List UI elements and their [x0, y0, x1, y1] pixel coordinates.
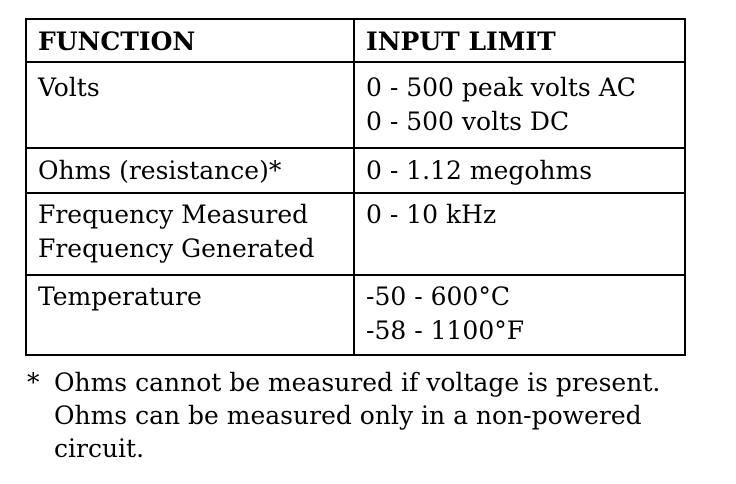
table-row: Frequency Measured Frequency Generated 0…	[25, 192, 686, 276]
limit-cell: 0 - 500 peak volts AC 0 - 500 volts DC	[353, 61, 686, 149]
function-text: Temperature	[38, 282, 202, 311]
header-function: FUNCTION	[25, 18, 355, 63]
function-cell: Volts	[25, 61, 355, 149]
limit-cell: -50 - 600°C -58 - 1100°F	[353, 274, 686, 356]
limit-cell: 0 - 10 kHz	[353, 192, 686, 276]
table-row: Temperature -50 - 600°C -58 - 1100°F	[25, 274, 686, 356]
limit-text: 0 - 500 volts DC	[366, 107, 570, 136]
function-text: Frequency Generated	[38, 234, 315, 263]
limit-text: 0 - 500 peak volts AC	[366, 73, 636, 102]
limit-cell: 0 - 1.12 megohms	[353, 147, 686, 194]
function-cell: Ohms (resistance)*	[25, 147, 355, 194]
limit-text: 0 - 10 kHz	[366, 200, 497, 229]
limit-text: -58 - 1100°F	[366, 316, 525, 345]
function-text: Frequency Measured	[38, 200, 309, 229]
header-input-limit: INPUT LIMIT	[353, 18, 686, 63]
function-text: Volts	[38, 73, 100, 102]
table-row: Volts 0 - 500 peak volts AC 0 - 500 volt…	[25, 61, 686, 149]
footnote-line: * Ohms cannot be measured if voltage is p…	[27, 366, 687, 399]
limit-text: 0 - 1.12 megohms	[366, 156, 593, 185]
function-cell: Frequency Measured Frequency Generated	[25, 192, 355, 276]
table-row: Ohms (resistance)* 0 - 1.12 megohms	[25, 147, 686, 194]
function-cell: Temperature	[25, 274, 355, 356]
footnote-line: circuit.	[54, 434, 145, 463]
function-text: Ohms (resistance)*	[38, 156, 282, 185]
footnote-line: Ohms can be measured only in a non-power…	[54, 401, 642, 430]
input-limit-table: FUNCTION INPUT LIMIT Volts 0 - 500 peak …	[25, 18, 686, 356]
footnote: * Ohms cannot be measured if voltage is p…	[27, 366, 687, 465]
footnote-text: Ohms cannot be measured if voltage is pr…	[54, 368, 661, 397]
table-header-row: FUNCTION INPUT LIMIT	[25, 18, 686, 63]
limit-text: -50 - 600°C	[366, 282, 510, 311]
footnote-marker: *	[27, 368, 40, 397]
